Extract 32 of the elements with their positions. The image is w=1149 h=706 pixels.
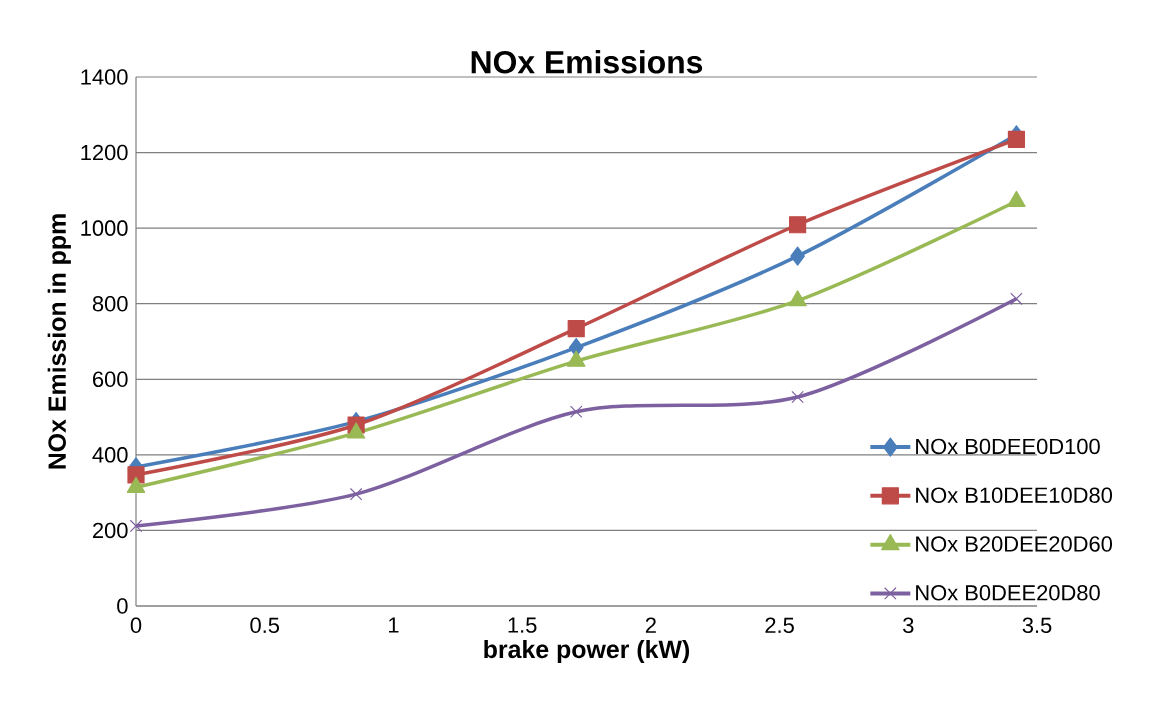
y-tick-label: 1400 [81, 69, 128, 85]
legend-label: NOx B0DEE20D80 [916, 585, 1100, 601]
point [789, 216, 807, 234]
x-tick-label: 1.5 [508, 617, 537, 633]
point [129, 519, 143, 533]
legend-label: NOx B20DEE20D60 [916, 536, 1113, 552]
x-tick-label: 0.5 [250, 617, 280, 634]
y-tick-label: 0 [117, 598, 128, 614]
point [567, 320, 585, 338]
point [1010, 292, 1023, 306]
y-tick-label: 200 [93, 522, 128, 539]
x-tick-label: 3.5 [1022, 617, 1052, 634]
point [1007, 130, 1026, 148]
y-tick-label: 600 [93, 371, 128, 388]
legend-label: NOx B10DEE10D80 [916, 487, 1113, 503]
x-tick-label: 0 [130, 617, 142, 634]
legend-label: NOx B0DEE0D100 [916, 438, 1100, 455]
y-tick-label: 1000 [81, 220, 128, 236]
x-tick-label: 2.5 [765, 617, 794, 634]
y-axis-title: NOx Emission in ppm [47, 214, 71, 469]
chart-title: NOx Emissions [471, 50, 703, 74]
x-axis-title: brake power (kW) [484, 639, 690, 664]
point [569, 405, 583, 419]
x-tick-label: 2 [645, 617, 656, 633]
x-tick-label: 1 [389, 617, 399, 633]
y-tick-label: 1200 [81, 144, 128, 161]
y-tick-label: 800 [92, 295, 128, 312]
y-tick-label: 400 [92, 447, 128, 463]
point [349, 487, 363, 501]
point [790, 246, 805, 266]
point [791, 390, 804, 404]
x-tick-label: 3 [903, 617, 914, 634]
